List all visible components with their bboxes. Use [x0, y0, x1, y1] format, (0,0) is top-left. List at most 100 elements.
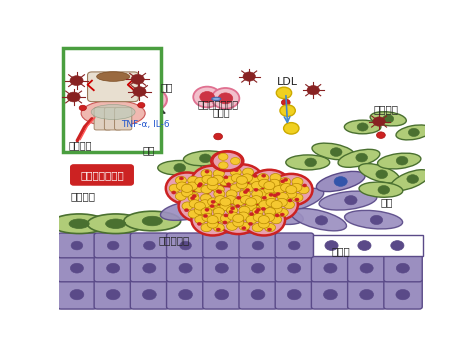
Circle shape — [226, 206, 237, 214]
Circle shape — [243, 204, 285, 235]
Circle shape — [256, 208, 261, 211]
Circle shape — [231, 201, 244, 210]
Circle shape — [279, 194, 291, 202]
Circle shape — [243, 190, 247, 194]
Circle shape — [291, 183, 302, 192]
Circle shape — [197, 222, 202, 225]
Circle shape — [360, 263, 373, 273]
FancyBboxPatch shape — [71, 165, 133, 185]
Circle shape — [216, 241, 228, 250]
FancyBboxPatch shape — [203, 279, 241, 309]
Circle shape — [207, 177, 218, 185]
Ellipse shape — [212, 97, 221, 101]
Circle shape — [219, 153, 228, 160]
Circle shape — [188, 176, 199, 184]
Circle shape — [192, 195, 196, 198]
Circle shape — [258, 189, 269, 198]
FancyBboxPatch shape — [167, 233, 205, 258]
Circle shape — [215, 290, 229, 300]
Ellipse shape — [359, 182, 403, 197]
Circle shape — [357, 123, 368, 131]
Circle shape — [254, 210, 259, 213]
Circle shape — [70, 76, 83, 86]
Circle shape — [249, 212, 253, 216]
Circle shape — [249, 176, 260, 184]
Circle shape — [205, 208, 209, 211]
Circle shape — [239, 222, 250, 230]
Circle shape — [376, 170, 388, 179]
Circle shape — [232, 198, 243, 206]
FancyBboxPatch shape — [94, 108, 111, 130]
Circle shape — [286, 185, 297, 194]
Text: 内皮細胞: 内皮細胞 — [70, 192, 95, 201]
Circle shape — [252, 206, 263, 214]
Circle shape — [179, 177, 184, 180]
Circle shape — [270, 173, 281, 182]
Circle shape — [254, 188, 258, 192]
Circle shape — [233, 214, 244, 222]
Circle shape — [70, 290, 84, 300]
Circle shape — [280, 180, 285, 183]
Circle shape — [252, 263, 265, 273]
Circle shape — [243, 184, 253, 192]
FancyBboxPatch shape — [87, 72, 138, 102]
Circle shape — [169, 184, 180, 193]
Circle shape — [330, 148, 342, 156]
Text: エンドトキシン: エンドトキシン — [80, 170, 124, 180]
Circle shape — [71, 241, 83, 250]
Ellipse shape — [106, 219, 126, 229]
Circle shape — [201, 207, 212, 216]
Circle shape — [148, 106, 157, 113]
Circle shape — [236, 205, 240, 208]
Text: 石灰化: 石灰化 — [331, 246, 350, 256]
Circle shape — [144, 94, 160, 106]
Circle shape — [174, 164, 185, 172]
Circle shape — [270, 216, 282, 224]
Circle shape — [176, 192, 186, 200]
Circle shape — [227, 222, 237, 230]
FancyBboxPatch shape — [167, 279, 205, 309]
Circle shape — [265, 193, 276, 201]
Circle shape — [243, 72, 255, 81]
Circle shape — [195, 177, 206, 185]
Circle shape — [216, 190, 220, 193]
Circle shape — [194, 184, 205, 193]
Ellipse shape — [160, 200, 217, 221]
Circle shape — [194, 206, 205, 215]
Text: 内皮傷害: 内皮傷害 — [374, 104, 399, 114]
Ellipse shape — [270, 188, 324, 213]
Circle shape — [213, 170, 224, 178]
Circle shape — [218, 93, 233, 104]
Circle shape — [271, 201, 282, 209]
Circle shape — [233, 219, 244, 227]
Circle shape — [185, 209, 189, 212]
FancyBboxPatch shape — [94, 254, 133, 282]
Circle shape — [248, 222, 253, 225]
Ellipse shape — [213, 152, 242, 170]
Circle shape — [239, 206, 250, 215]
Circle shape — [242, 227, 246, 230]
Text: TNF-α, IL-6: TNF-α, IL-6 — [121, 120, 169, 129]
Circle shape — [219, 162, 228, 169]
Circle shape — [212, 175, 223, 183]
Circle shape — [202, 175, 213, 183]
Circle shape — [277, 193, 288, 201]
FancyBboxPatch shape — [275, 233, 313, 258]
Circle shape — [214, 206, 225, 214]
FancyBboxPatch shape — [203, 233, 241, 258]
Ellipse shape — [378, 153, 421, 169]
Circle shape — [238, 212, 249, 220]
Circle shape — [255, 189, 298, 221]
Circle shape — [239, 206, 251, 214]
FancyBboxPatch shape — [94, 279, 133, 309]
Text: マクロファージ: マクロファージ — [198, 99, 239, 109]
FancyBboxPatch shape — [347, 279, 386, 309]
Circle shape — [276, 87, 292, 99]
Circle shape — [261, 174, 266, 177]
Circle shape — [220, 202, 231, 211]
Circle shape — [396, 263, 409, 273]
Circle shape — [276, 192, 280, 195]
Ellipse shape — [370, 112, 406, 126]
Circle shape — [230, 184, 241, 192]
Circle shape — [207, 220, 218, 228]
